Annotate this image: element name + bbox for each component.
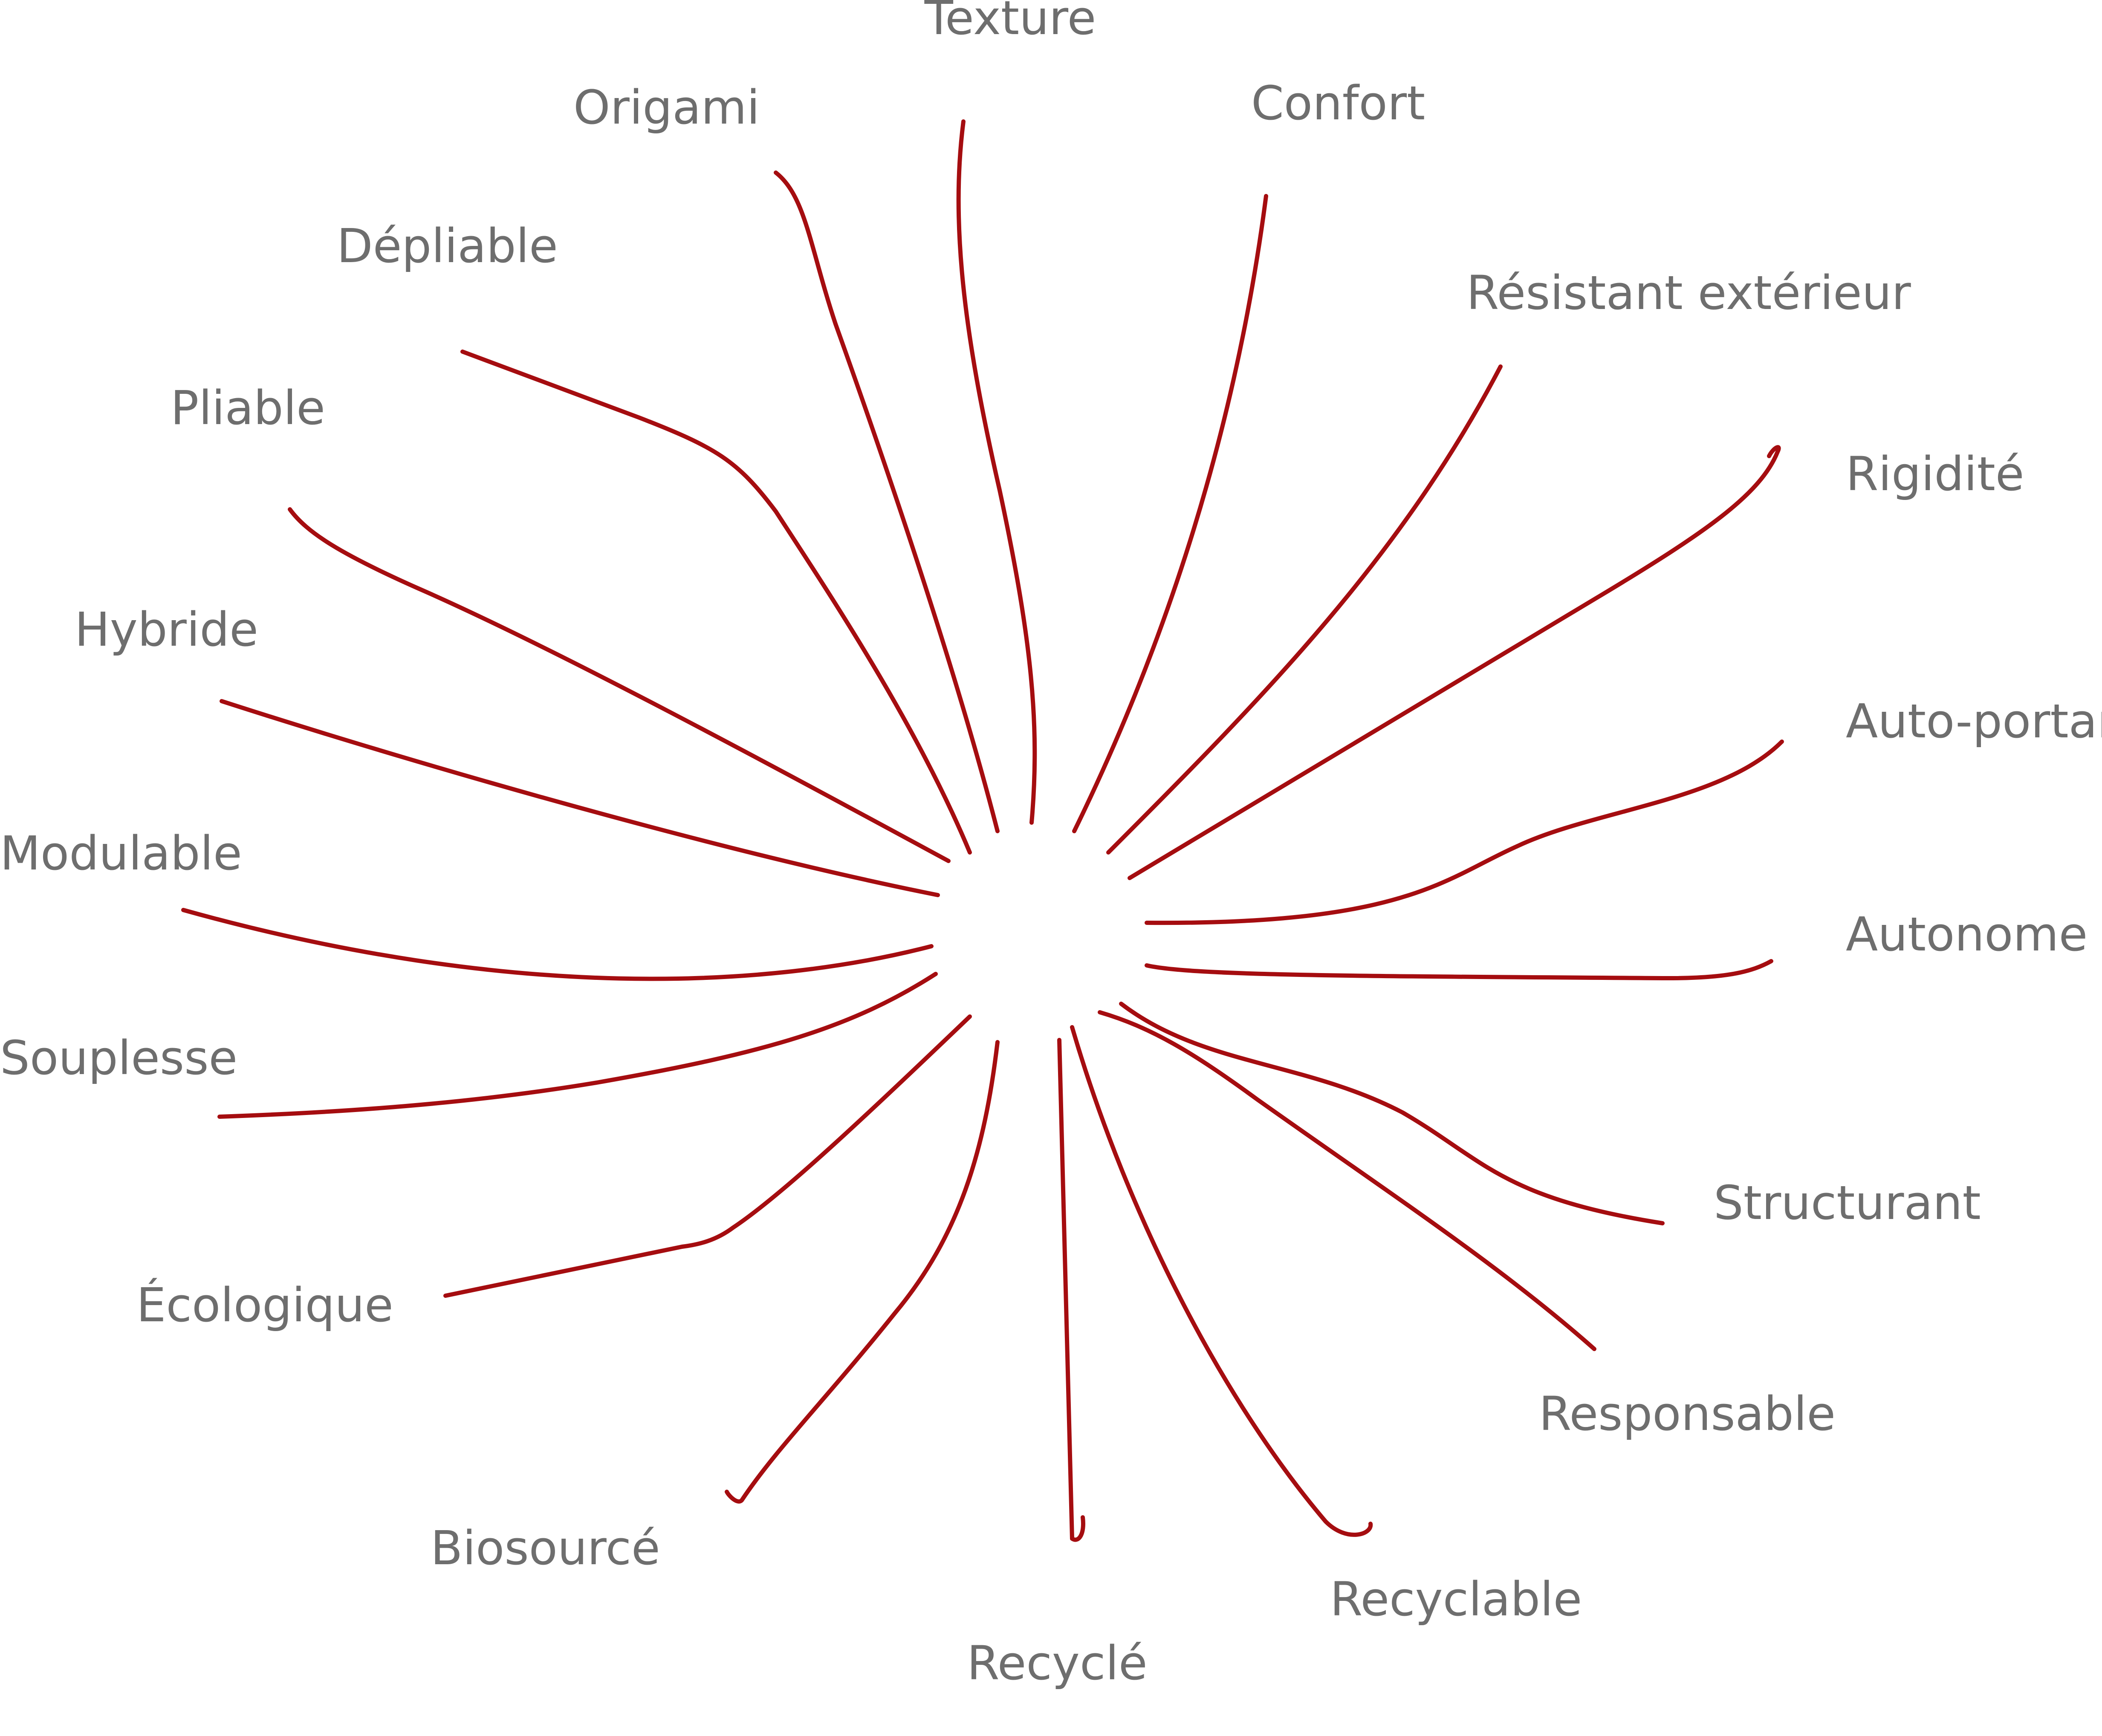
connector-rigidite xyxy=(1128,445,1781,880)
connector-autonome xyxy=(1145,959,1773,981)
label-confort: Confort xyxy=(1251,76,1425,130)
label-ecologique: Écologique xyxy=(136,1277,393,1332)
label-modulable: Modulable xyxy=(0,826,242,881)
connector-depliable xyxy=(460,350,972,855)
label-rigidite: Rigidité xyxy=(1846,447,2024,501)
connector-resistant-exterieur xyxy=(1106,364,1503,855)
connector-pliable xyxy=(288,507,951,863)
connector-souplesse xyxy=(217,972,938,1119)
connector-auto-portant xyxy=(1145,739,1784,925)
label-structurant: Structurant xyxy=(1714,1176,1981,1230)
label-pliable: Pliable xyxy=(171,381,325,435)
label-texture: Texture xyxy=(924,0,1096,45)
label-recycle: Recyclé xyxy=(967,1636,1147,1690)
label-biosource: Biosourcé xyxy=(431,1521,660,1575)
label-origami: Origami xyxy=(573,80,760,135)
label-depliable: Dépliable xyxy=(337,219,558,273)
label-recyclable: Recyclable xyxy=(1330,1572,1582,1626)
label-souplesse: Souplesse xyxy=(0,1031,237,1085)
connector-recycle xyxy=(1057,1038,1085,1542)
connector-texture xyxy=(956,119,1037,825)
connector-origami xyxy=(774,170,1000,833)
label-responsable: Responsable xyxy=(1539,1386,1836,1441)
connector-structurant xyxy=(1119,1002,1665,1225)
label-hybride: Hybride xyxy=(75,602,258,657)
concept-labels: Texture Confort Résistant extérieur Rigidit… xyxy=(0,0,2102,1690)
connector-recyclable xyxy=(1070,1025,1373,1537)
label-auto-portant: Auto-portant xyxy=(1846,694,2102,748)
label-autonome: Autonome xyxy=(1846,907,2088,962)
connector-ecologique xyxy=(443,1014,972,1298)
connector-modulable xyxy=(181,908,934,981)
connector-responsable xyxy=(1098,1010,1596,1351)
connector-lines xyxy=(181,119,1784,1542)
connector-hybride xyxy=(220,699,940,897)
label-resistant-exterieur: Résistant extérieur xyxy=(1466,266,1911,320)
connector-biosource xyxy=(725,1040,1000,1504)
connector-confort xyxy=(1072,194,1268,833)
